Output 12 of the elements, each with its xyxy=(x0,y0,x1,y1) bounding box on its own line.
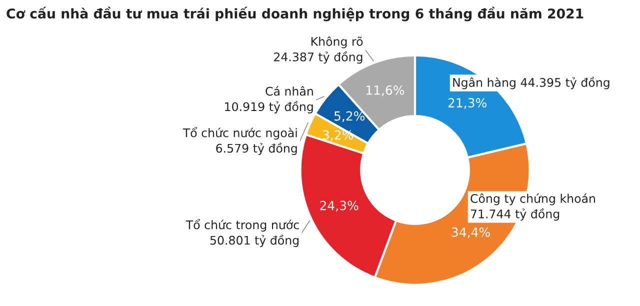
data-label: 11,6% xyxy=(366,85,404,96)
data-label: 24,3% xyxy=(320,200,358,212)
data-label: 34,4% xyxy=(452,227,490,238)
slice-label: Tổ chức nước ngoài 6.579 tỷ đồng xyxy=(182,126,297,156)
data-label: 5,2% xyxy=(334,111,365,122)
slice-label: Cá nhân 10.919 tỷ đồng xyxy=(225,86,313,114)
slice-label: Không rõ 24.387 tỷ đồng xyxy=(274,36,363,64)
slice-label: Công ty chứng khoán 71.744 tỷ đồng xyxy=(470,193,596,221)
slice-label: Tổ chức trong nước 50.801 tỷ đồng xyxy=(186,218,299,248)
chart-title: Cơ cấu nhà đầu tư mua trái phiếu doanh nghiệp trong 6 tháng đầu năm 2021 xyxy=(6,6,584,22)
slice-label: Ngân hàng 44.395 tỷ đồng xyxy=(453,76,610,90)
data-label: 21,3% xyxy=(448,98,486,109)
